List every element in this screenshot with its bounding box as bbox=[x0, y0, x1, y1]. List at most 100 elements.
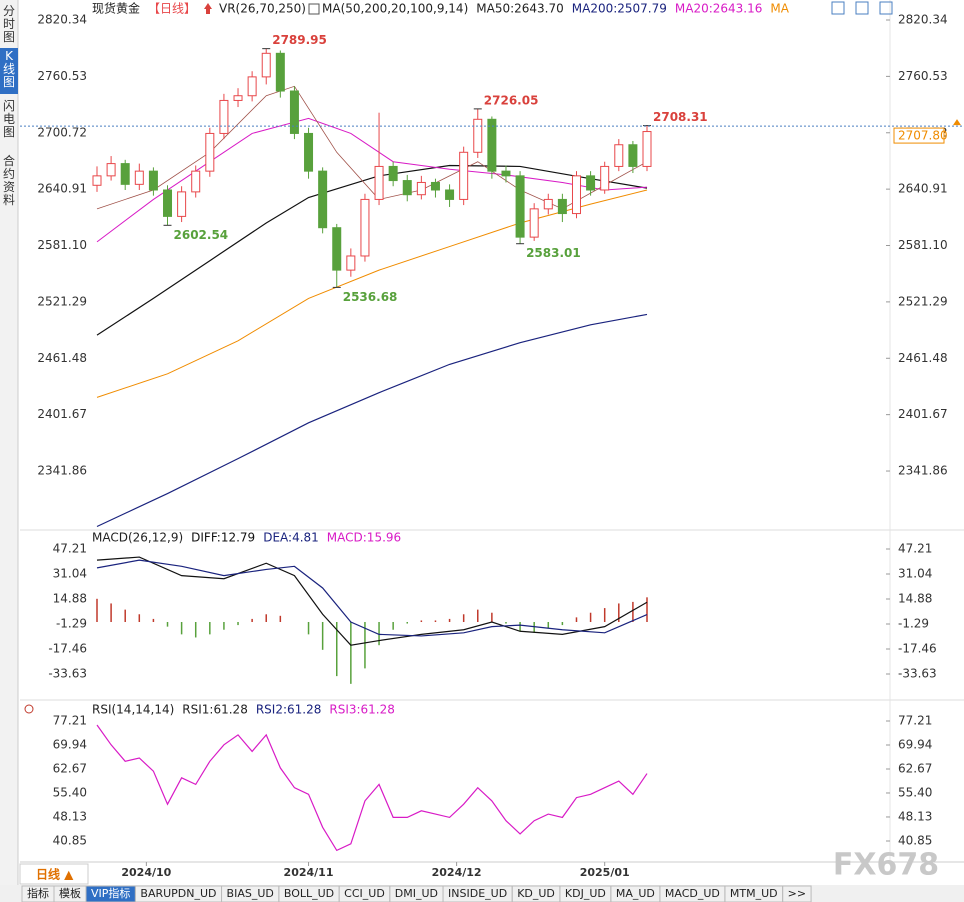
bottom-tab[interactable]: CCI_UD bbox=[344, 887, 385, 900]
candle-body bbox=[106, 163, 116, 177]
candle-body bbox=[557, 198, 567, 215]
bottom-tab[interactable]: MTM_UD bbox=[730, 887, 778, 900]
y-tick-label: 62.67 bbox=[53, 761, 87, 775]
bottom-tab[interactable]: MA_UD bbox=[616, 887, 655, 900]
y-tick-label: -1.29 bbox=[56, 616, 87, 630]
x-tick-label: 2024/11 bbox=[284, 866, 334, 879]
sidebar-tab[interactable]: 分时图 bbox=[3, 4, 15, 44]
y-tick-label: 77.21 bbox=[898, 714, 932, 728]
y-tick-label: 14.88 bbox=[898, 591, 932, 605]
bottom-bar bbox=[0, 885, 964, 902]
ma-icon bbox=[308, 3, 320, 15]
annotation: 2583.01 bbox=[526, 246, 581, 260]
y-tick-label: 2581.10 bbox=[898, 238, 948, 252]
candle-body bbox=[219, 99, 229, 134]
annotation: 2789.95 bbox=[272, 33, 327, 47]
candle-body bbox=[614, 144, 624, 167]
bottom-tab[interactable]: KD_UD bbox=[517, 887, 555, 900]
candle-body bbox=[628, 144, 638, 167]
sidebar-tab[interactable]: K 线图 bbox=[3, 49, 15, 89]
candle-body bbox=[261, 52, 271, 78]
candle-body bbox=[92, 175, 102, 186]
legend-entry: RSI1:61.28 bbox=[182, 703, 248, 717]
last-price-box bbox=[893, 127, 945, 144]
y-tick-label: 69.94 bbox=[898, 737, 932, 751]
bottom-tab[interactable]: 指标 bbox=[27, 886, 49, 900]
y-tick-label: 77.21 bbox=[53, 714, 87, 728]
candle-body bbox=[289, 90, 299, 134]
last-price-label: 2707.80 bbox=[898, 129, 948, 143]
y-tick-label: 2640.91 bbox=[37, 182, 87, 196]
candle-body bbox=[163, 189, 173, 217]
y-tick-label: 2401.67 bbox=[898, 407, 948, 421]
y-tick-label: 40.85 bbox=[53, 833, 87, 847]
y-tick-label: 2341.86 bbox=[37, 464, 87, 478]
x-tick-label: 2024/10 bbox=[121, 866, 171, 879]
candle-body bbox=[318, 170, 328, 229]
icon[interactable] bbox=[855, 1, 869, 15]
legend-entry: RSI2:61.28 bbox=[256, 703, 322, 717]
candle-body bbox=[416, 181, 426, 196]
vr-arrow bbox=[204, 3, 212, 14]
y-tick-label: 2820.34 bbox=[37, 13, 87, 27]
legend-entry: MA20:2643.16 bbox=[675, 2, 763, 16]
candle-body bbox=[374, 165, 384, 200]
period-box[interactable] bbox=[19, 863, 89, 885]
bottom-tab[interactable]: BIAS_UD bbox=[227, 887, 274, 900]
icon[interactable] bbox=[879, 1, 893, 15]
candle-body bbox=[388, 165, 398, 182]
line bbox=[96, 313, 648, 528]
bottom-tab[interactable]: MACD_UD bbox=[665, 887, 720, 900]
rsi-line bbox=[96, 724, 648, 852]
y-tick-label: 2700.72 bbox=[37, 125, 87, 139]
y-tick-label: 2461.48 bbox=[37, 351, 87, 365]
settings-icon[interactable] bbox=[24, 704, 34, 714]
line bbox=[96, 164, 648, 336]
y-tick-label: 2341.86 bbox=[898, 464, 948, 478]
indicator-label: VR(26,70,250) bbox=[219, 2, 306, 16]
bottom-tab[interactable]: VIP指标 bbox=[91, 886, 130, 900]
bottom-tab[interactable]: BOLL_UD bbox=[284, 887, 334, 900]
candle-body bbox=[191, 170, 201, 193]
sidebar bbox=[0, 0, 18, 902]
legend-entry: 【日线】 bbox=[148, 2, 196, 16]
candle-body bbox=[346, 255, 356, 271]
x-tick-label: 2025/01 bbox=[580, 866, 630, 879]
active-tab bbox=[0, 48, 18, 94]
bottom-tab[interactable]: BARUPDN_UD bbox=[140, 887, 216, 900]
bottom-tab-box[interactable] bbox=[782, 885, 812, 902]
bottom-tab[interactable]: 模板 bbox=[59, 886, 81, 900]
annotation: 2536.68 bbox=[343, 290, 398, 304]
candle-body bbox=[600, 165, 610, 191]
candle-body bbox=[247, 76, 257, 97]
y-tick-label: 48.13 bbox=[898, 809, 932, 823]
candle-body bbox=[134, 170, 144, 185]
candle-body bbox=[515, 175, 525, 238]
period-button[interactable]: 日线 ▲ bbox=[36, 867, 74, 882]
sidebar-tab[interactable]: 合约资料 bbox=[3, 153, 15, 207]
icon[interactable] bbox=[831, 1, 845, 15]
candle-body bbox=[360, 198, 370, 257]
y-tick-label: -17.46 bbox=[48, 641, 87, 655]
bottom-tab[interactable]: KDJ_UD bbox=[565, 887, 606, 900]
y-tick-label: 2521.29 bbox=[37, 294, 87, 308]
bottom-tab[interactable]: DMI_UD bbox=[395, 887, 438, 900]
sidebar-tab[interactable]: 闪电图 bbox=[3, 99, 15, 139]
bottom-tab[interactable]: INSIDE_UD bbox=[448, 887, 507, 900]
annotation: 2726.05 bbox=[484, 93, 539, 107]
candle-body bbox=[487, 118, 497, 172]
line bbox=[96, 117, 648, 243]
bottom-tab[interactable]: >> bbox=[788, 887, 806, 900]
y-tick-label: 2401.67 bbox=[37, 407, 87, 421]
candle-body bbox=[233, 95, 243, 101]
y-tick-label: 47.21 bbox=[53, 542, 87, 556]
candle-body bbox=[430, 181, 440, 191]
legend-entry: 现货黄金 bbox=[92, 1, 140, 16]
candle-body bbox=[177, 191, 187, 217]
y-tick-label: 2521.29 bbox=[898, 294, 948, 308]
candle-body bbox=[473, 118, 483, 153]
line bbox=[96, 189, 648, 398]
y-tick-label: 62.67 bbox=[898, 761, 932, 775]
watermark: FX678 bbox=[833, 848, 939, 883]
